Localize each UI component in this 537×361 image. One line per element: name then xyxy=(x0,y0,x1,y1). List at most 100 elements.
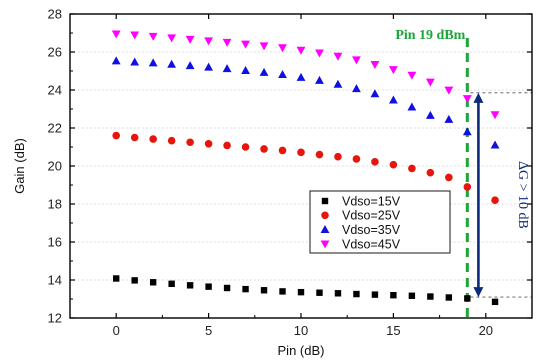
legend-marker-0 xyxy=(321,197,329,205)
series-2-point-8 xyxy=(259,67,269,76)
x-tick-label-0: 0 xyxy=(113,323,120,338)
legend-label-3: Vdso=45V xyxy=(342,237,401,251)
series-2-point-2 xyxy=(148,58,158,67)
series-0-point-18 xyxy=(445,294,453,301)
series-3-point-5 xyxy=(204,37,213,46)
y-tick-label-1: 14 xyxy=(48,273,62,288)
series-3-point-13 xyxy=(352,56,361,65)
series-1-point-4 xyxy=(186,138,194,147)
y-tick-label-7: 26 xyxy=(48,45,62,60)
series-2-point-11 xyxy=(315,75,324,84)
series-3-point-3 xyxy=(167,34,177,43)
series-3-point-1 xyxy=(130,31,140,40)
series-1-point-13 xyxy=(352,155,361,163)
series-1-point-16 xyxy=(408,164,416,173)
series-1-point-19 xyxy=(463,183,472,191)
series-2-point-16 xyxy=(407,102,417,111)
series-0-point-4 xyxy=(186,282,194,289)
series-0-point-8 xyxy=(260,287,268,294)
series-0-point-9 xyxy=(279,288,286,295)
series-2-point-5 xyxy=(204,62,213,71)
x-tick-label-2: 10 xyxy=(294,323,308,338)
delta-gain-annotation-label: ΔG > 10 dB xyxy=(515,161,530,229)
series-2-point-7 xyxy=(241,66,250,75)
y-tick-label-0: 12 xyxy=(48,311,62,326)
series-3-point-17 xyxy=(425,78,435,87)
series-0-point-3 xyxy=(168,280,175,287)
y-tick-label-2: 16 xyxy=(48,235,62,250)
series-1-point-2 xyxy=(149,135,157,143)
y-tick-label-5: 22 xyxy=(48,121,62,136)
series-1-point-12 xyxy=(334,152,342,161)
series-2-point-18 xyxy=(444,114,454,123)
legend-label-0: Vdso=15V xyxy=(342,194,401,208)
series-2-point-6 xyxy=(222,64,232,73)
y-tick-label-4: 20 xyxy=(48,159,62,174)
series-3-point-2 xyxy=(148,32,158,41)
series-1-point-20 xyxy=(491,196,499,204)
series-1-point-1 xyxy=(130,133,139,142)
series-1-point-0 xyxy=(112,131,120,140)
pin-annotation-label: Pin 19 dBm xyxy=(395,28,465,43)
series-0-point-15 xyxy=(390,292,397,299)
series-0-point-19 xyxy=(464,295,471,302)
y-axis-label: Gain (dB) xyxy=(12,138,27,194)
series-3-point-16 xyxy=(407,71,417,80)
series-3-point-12 xyxy=(333,52,343,61)
legend-label-2: Vdso=35V xyxy=(342,223,401,237)
series-3-point-11 xyxy=(315,49,324,58)
series-1 xyxy=(112,131,499,204)
series-0-point-17 xyxy=(427,293,434,300)
series-1-point-7 xyxy=(241,143,250,151)
series-2-point-14 xyxy=(370,89,380,98)
series-3-point-18 xyxy=(444,86,454,95)
series-1-point-17 xyxy=(426,168,435,177)
series-0-point-12 xyxy=(334,290,342,297)
series-3 xyxy=(111,30,500,120)
axis-ticks: 12 14 16 18 20 22 24 26 28 0 5 10 15 20 xyxy=(48,7,533,338)
series-1-point-5 xyxy=(204,139,213,148)
series-0-point-5 xyxy=(205,283,212,290)
series-2-point-1 xyxy=(130,57,140,66)
grid-lines xyxy=(70,51,532,281)
series-1-point-15 xyxy=(389,160,398,169)
series-0-point-11 xyxy=(316,289,323,296)
series-2-point-4 xyxy=(185,61,195,70)
series-0-point-13 xyxy=(353,290,360,298)
series-3-point-9 xyxy=(278,44,287,53)
y-tick-label-3: 18 xyxy=(48,197,62,212)
series-1-point-8 xyxy=(260,145,268,153)
series-2-point-17 xyxy=(425,110,435,119)
series-2-point-0 xyxy=(111,56,121,65)
series-0-point-0 xyxy=(113,275,120,282)
series-2-point-3 xyxy=(167,59,177,68)
legend-marker-1 xyxy=(321,211,329,220)
y-tick-label-6: 24 xyxy=(48,83,62,98)
series-3-point-15 xyxy=(389,66,398,75)
series-2 xyxy=(111,56,500,149)
series-2-point-13 xyxy=(352,84,361,93)
annotation-lines xyxy=(465,38,532,318)
series-3-point-6 xyxy=(222,38,232,47)
series-1-point-11 xyxy=(315,150,324,159)
series-0-point-6 xyxy=(223,284,231,292)
x-tick-label-3: 15 xyxy=(386,323,400,338)
series-2-point-19 xyxy=(462,127,472,136)
data-series xyxy=(111,30,500,306)
legend-box xyxy=(309,190,451,254)
legend-marker-2 xyxy=(320,225,330,233)
legend-marker-3 xyxy=(320,240,330,249)
series-3-point-0 xyxy=(111,30,121,39)
series-1-point-18 xyxy=(445,173,453,182)
series-2-point-20 xyxy=(490,140,500,149)
legend-label-1: Vdso=25V xyxy=(342,209,401,223)
series-1-point-14 xyxy=(371,158,379,166)
series-0-point-16 xyxy=(408,292,416,299)
series-1-point-10 xyxy=(297,148,305,157)
series-0 xyxy=(113,275,499,306)
series-3-point-10 xyxy=(296,46,306,55)
